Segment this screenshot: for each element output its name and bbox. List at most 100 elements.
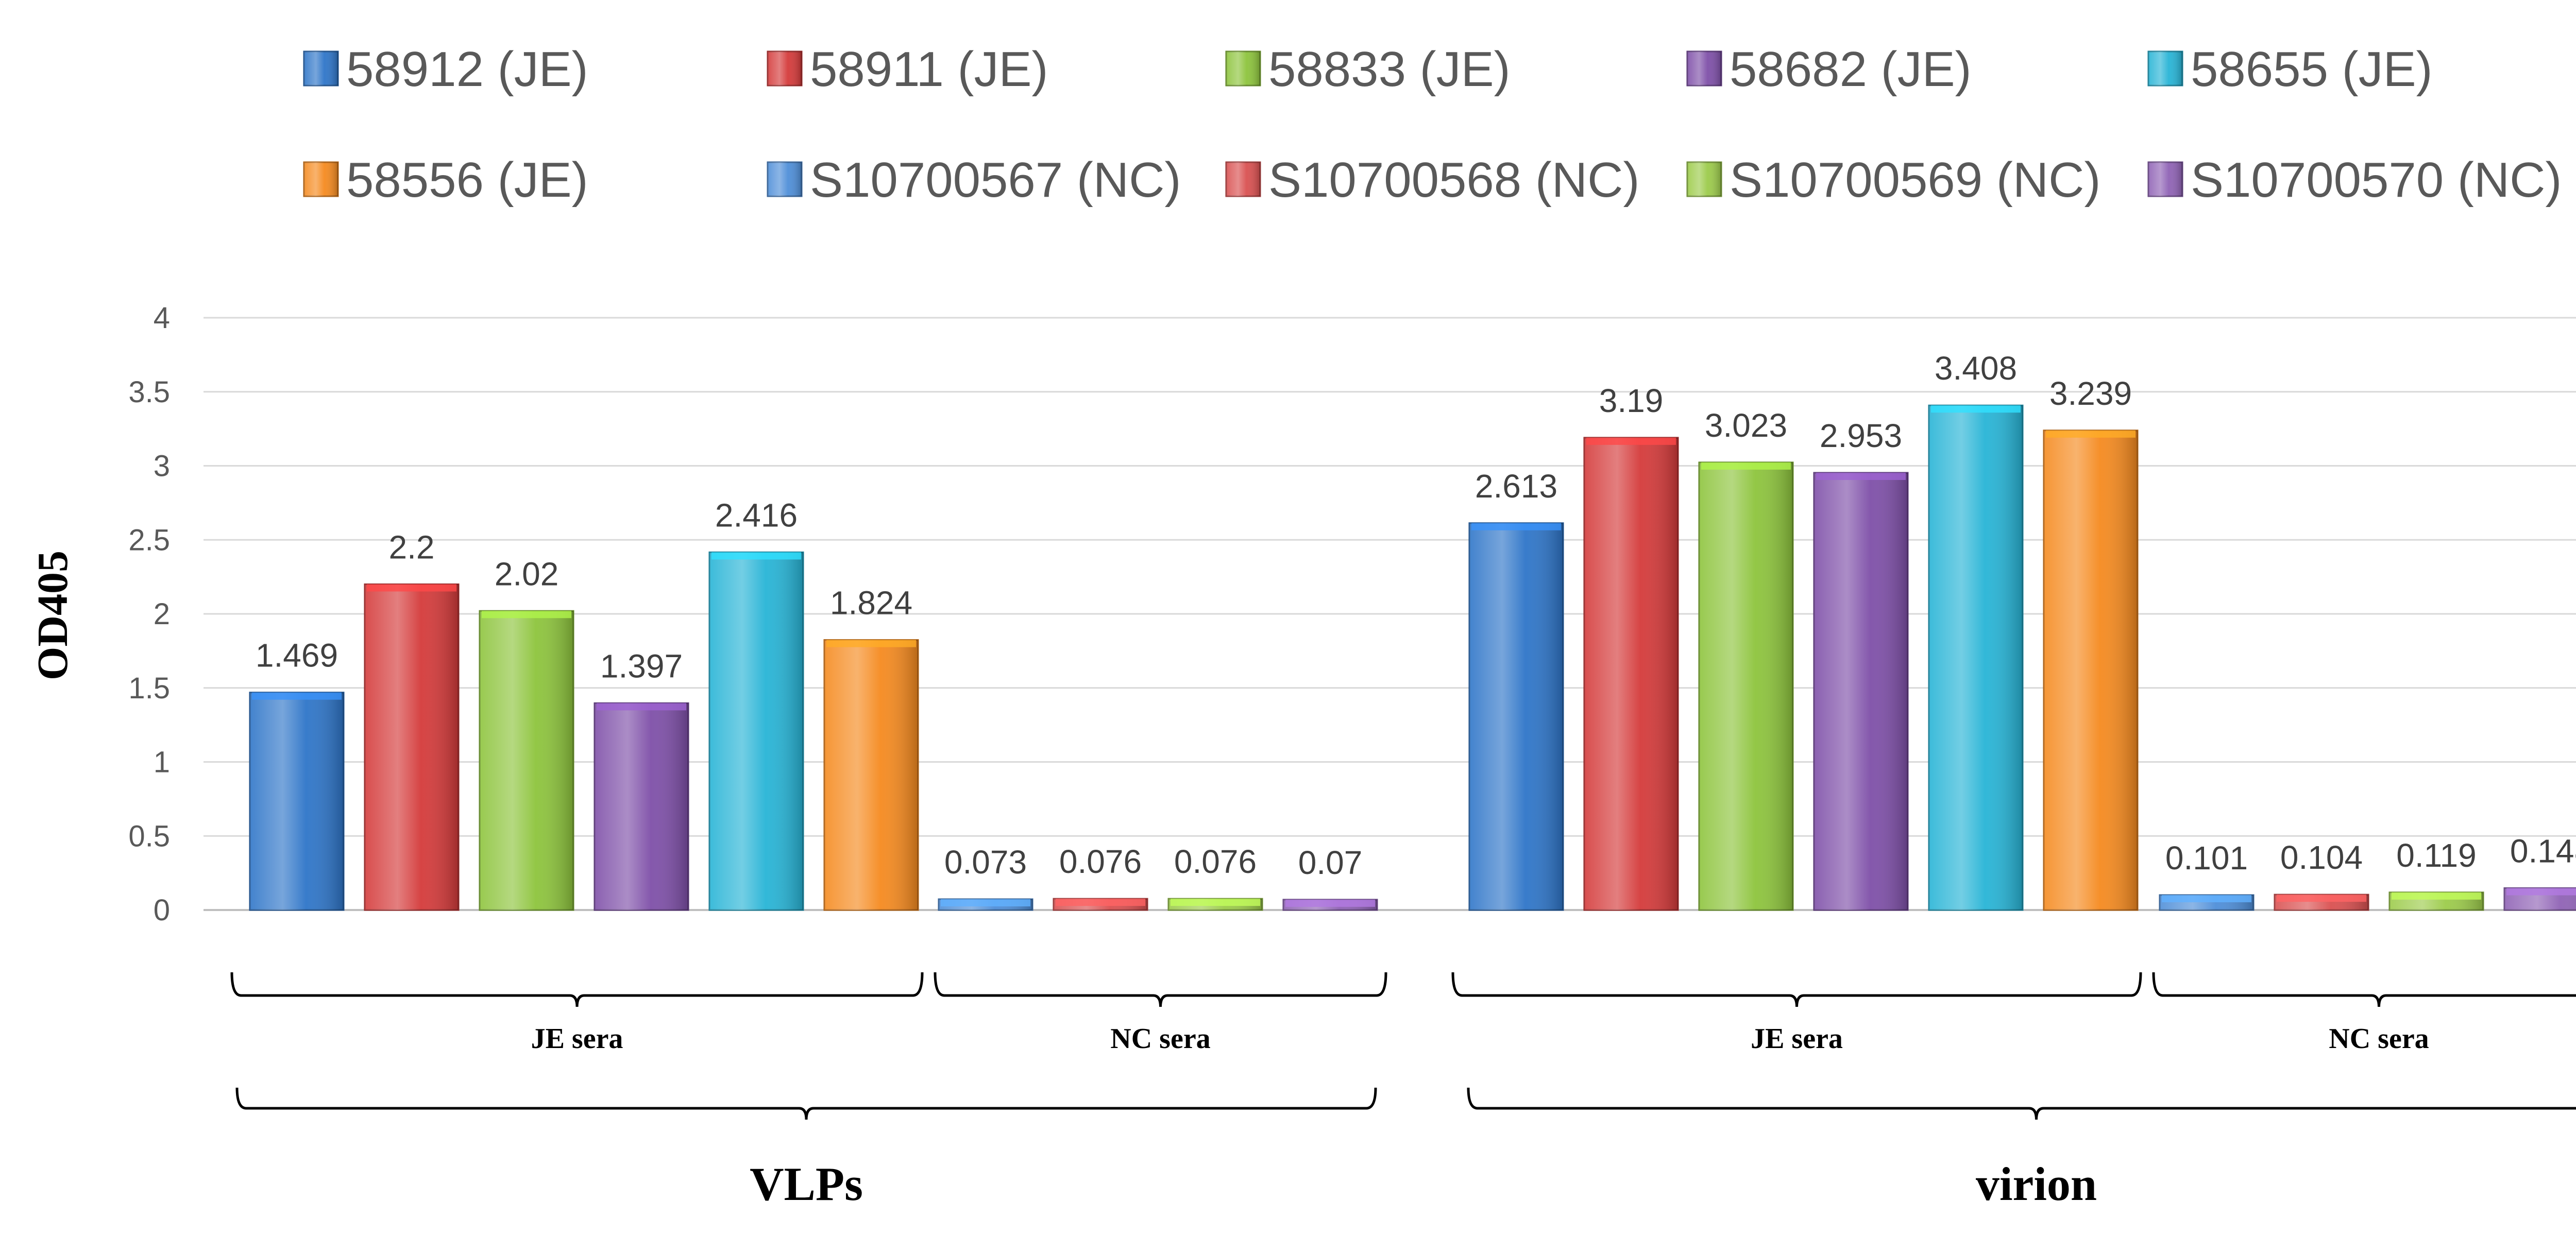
group-bracket [2152, 972, 2576, 1007]
y-axis-label: OD405 [29, 551, 77, 680]
bar-cap [1586, 437, 1676, 445]
bar [1813, 472, 1909, 911]
data-label: 0.148 [2510, 832, 2576, 869]
legend-item: 58911 (JE) [767, 42, 1048, 97]
legend-swatch-shine [304, 162, 338, 196]
bar [708, 551, 804, 911]
bar [1282, 899, 1378, 911]
y-tick-label: 3 [154, 450, 170, 483]
legend-item: S10700569 (NC) [1686, 152, 2100, 208]
section-label: VLPs [750, 1158, 863, 1210]
bar [2159, 894, 2255, 911]
section-label: virion [1976, 1158, 2097, 1210]
bar [2503, 887, 2576, 911]
bar-shine [1929, 405, 2023, 910]
value-labels: 1.469 2.2 2.02 1.397 2.416 1.824 0.073 0.076 0.0… [256, 350, 2576, 881]
bar-cap [1171, 899, 1260, 906]
bar-cap [2162, 895, 2251, 902]
bar [823, 639, 919, 911]
data-label: 0.101 [2165, 839, 2248, 877]
group-bracket [1451, 972, 2142, 1007]
bar-cap [2392, 892, 2481, 900]
data-label: 3.239 [2049, 375, 2132, 412]
bar-shine [250, 692, 344, 910]
legend-item: 58682 (JE) [1686, 42, 1972, 97]
bar-cap [941, 899, 1030, 907]
bar-shine [1469, 523, 1563, 910]
data-label: 2.02 [495, 555, 559, 592]
group-bracket [934, 972, 1387, 1007]
y-tick-label: 1.5 [128, 672, 170, 705]
y-tick-label: 3.5 [128, 375, 170, 409]
y-tick-label: 2 [154, 597, 170, 631]
section-bracket [1467, 1087, 2576, 1120]
bar-shine [1584, 437, 1678, 910]
bar-cap [597, 703, 686, 711]
data-label: 0.119 [2396, 837, 2476, 874]
data-label: 2.953 [1820, 417, 1902, 454]
data-label: 2.613 [1475, 468, 1557, 505]
bar-shine [1699, 462, 1793, 910]
bar-cap [1701, 462, 1791, 470]
bar-cap [1056, 899, 1145, 906]
bar-cap [2277, 895, 2366, 902]
y-tick-label: 4 [154, 301, 170, 335]
bar [364, 583, 460, 911]
bar [938, 898, 1033, 911]
data-label: 1.824 [830, 585, 912, 622]
section-bracket [235, 1087, 1377, 1120]
group-label: NC sera [1110, 1023, 1210, 1055]
legend-item: 58655 (JE) [2147, 42, 2433, 97]
data-label: 0.076 [1174, 843, 1257, 880]
legend-swatch-shine [1226, 162, 1260, 196]
data-label: 0.07 [1298, 844, 1363, 881]
legend-label: 58556 (JE) [346, 152, 588, 208]
y-tick-label: 0.5 [128, 819, 170, 853]
data-label: 3.408 [1935, 350, 2017, 387]
bar-cap [711, 552, 801, 560]
legend-label: 58911 (JE) [810, 42, 1048, 97]
legend-swatch-shine [2148, 162, 2182, 196]
legend-swatch-shine [768, 162, 802, 196]
legend-label: S10700570 (NC) [2191, 152, 2562, 208]
y-axis: 0 0.5 1 1.5 2 2.5 3 3.5 4 [128, 301, 170, 927]
bar-cap [1471, 523, 1561, 530]
bar [1053, 898, 1148, 911]
data-label: 0.073 [944, 844, 1027, 881]
legend-swatch-shine [1687, 52, 1721, 85]
legend-swatch-shine [1226, 52, 1260, 85]
bar-cap [482, 611, 571, 619]
data-label: 1.397 [600, 647, 683, 684]
bar-shine [480, 611, 573, 910]
legend-label: 58682 (JE) [1730, 42, 1972, 97]
bar [2043, 430, 2139, 911]
bar-shine [1814, 473, 1908, 910]
bar-shine [824, 640, 918, 910]
legend-swatch-shine [1687, 162, 1721, 196]
bar-cap [1285, 899, 1375, 907]
legend-label: 58912 (JE) [346, 42, 588, 97]
bar-cap [826, 640, 916, 647]
bar-shine [709, 552, 803, 910]
bar-shine [2044, 430, 2138, 910]
data-label: 3.023 [1705, 407, 1787, 444]
bar [1583, 437, 1679, 911]
data-label: 2.416 [715, 496, 798, 534]
data-label: 2.2 [389, 529, 435, 566]
legend-item: 58556 (JE) [303, 152, 588, 208]
y-tick-label: 0 [154, 894, 170, 927]
bar [1167, 898, 1263, 911]
bar [2388, 891, 2484, 911]
legend-item: S10700570 (NC) [2147, 152, 2562, 208]
bar [1468, 522, 1564, 911]
legend: 58912 (JE) 58911 (JE) 58833 (JE) 58682 (JE)… [303, 42, 2562, 208]
data-label: 3.19 [1599, 382, 1664, 419]
y-tick-label: 1 [154, 746, 170, 779]
bar [1928, 404, 2024, 911]
bar-cap [1816, 473, 1906, 480]
legend-label: S10700568 (NC) [1268, 152, 1639, 208]
bar [249, 692, 345, 911]
group-label: JE sera [531, 1023, 623, 1055]
